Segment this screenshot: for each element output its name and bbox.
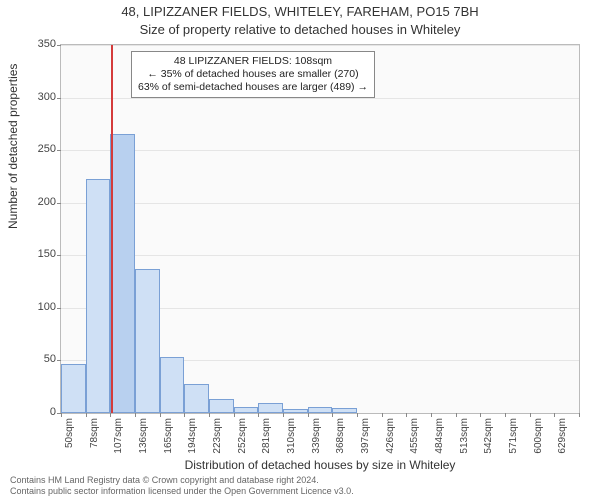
ytick-mark xyxy=(57,255,61,256)
xtick-mark xyxy=(456,413,457,417)
histogram-bar xyxy=(110,134,135,413)
histogram-bar xyxy=(184,384,209,413)
histogram-bar xyxy=(135,269,160,413)
annotation-line-1: 48 LIPIZZANER FIELDS: 108sqm xyxy=(138,55,368,68)
ytick-label: 50 xyxy=(16,353,56,365)
annotation-line-2: ← 35% of detached houses are smaller (27… xyxy=(138,68,368,81)
footer-line-2: Contains public sector information licen… xyxy=(10,486,354,497)
xtick-mark xyxy=(110,413,111,417)
xtick-label: 571sqm xyxy=(508,418,519,458)
xtick-label: 50sqm xyxy=(64,418,75,458)
ytick-label: 100 xyxy=(16,301,56,313)
attribution-footer: Contains HM Land Registry data © Crown c… xyxy=(10,475,354,497)
xtick-mark xyxy=(579,413,580,417)
histogram-bar xyxy=(209,399,234,413)
xtick-label: 368sqm xyxy=(335,418,346,458)
chart-title-address: 48, LIPIZZANER FIELDS, WHITELEY, FAREHAM… xyxy=(0,4,600,19)
ytick-label: 0 xyxy=(16,406,56,418)
ytick-mark xyxy=(57,98,61,99)
ytick-label: 300 xyxy=(16,91,56,103)
histogram-bar xyxy=(61,364,86,413)
xtick-label: 600sqm xyxy=(533,418,544,458)
histogram-bar xyxy=(308,407,333,413)
ytick-mark xyxy=(57,45,61,46)
gridline xyxy=(61,45,579,46)
xtick-label: 281sqm xyxy=(261,418,272,458)
xtick-mark xyxy=(505,413,506,417)
xtick-label: 426sqm xyxy=(385,418,396,458)
histogram-bar xyxy=(258,403,283,414)
x-axis-label: Distribution of detached houses by size … xyxy=(60,458,580,472)
xtick-label: 339sqm xyxy=(311,418,322,458)
histogram-bar xyxy=(234,407,259,413)
xtick-label: 107sqm xyxy=(113,418,124,458)
gridline xyxy=(61,255,579,256)
xtick-label: 78sqm xyxy=(89,418,100,458)
xtick-label: 252sqm xyxy=(237,418,248,458)
ytick-label: 200 xyxy=(16,196,56,208)
annotation-line-3: 63% of semi-detached houses are larger (… xyxy=(138,81,368,94)
xtick-label: 223sqm xyxy=(212,418,223,458)
gridline xyxy=(61,150,579,151)
histogram-bar xyxy=(332,408,357,413)
xtick-mark xyxy=(431,413,432,417)
xtick-mark xyxy=(234,413,235,417)
ytick-label: 150 xyxy=(16,248,56,260)
footer-line-1: Contains HM Land Registry data © Crown c… xyxy=(10,475,354,486)
chart-container: { "header": { "line1": "48, LIPIZZANER F… xyxy=(0,0,600,500)
xtick-label: 194sqm xyxy=(187,418,198,458)
xtick-mark xyxy=(554,413,555,417)
gridline xyxy=(61,203,579,204)
xtick-mark xyxy=(357,413,358,417)
xtick-label: 397sqm xyxy=(360,418,371,458)
xtick-label: 513sqm xyxy=(459,418,470,458)
ytick-mark xyxy=(57,150,61,151)
xtick-label: 484sqm xyxy=(434,418,445,458)
ytick-mark xyxy=(57,203,61,204)
histogram-bar xyxy=(283,409,308,413)
xtick-label: 310sqm xyxy=(286,418,297,458)
ytick-mark xyxy=(57,360,61,361)
xtick-mark xyxy=(160,413,161,417)
xtick-mark xyxy=(135,413,136,417)
xtick-mark xyxy=(283,413,284,417)
xtick-mark xyxy=(61,413,62,417)
annotation-box: 48 LIPIZZANER FIELDS: 108sqm← 35% of det… xyxy=(131,51,375,98)
xtick-label: 629sqm xyxy=(557,418,568,458)
xtick-label: 136sqm xyxy=(138,418,149,458)
xtick-mark xyxy=(530,413,531,417)
xtick-mark xyxy=(382,413,383,417)
xtick-mark xyxy=(406,413,407,417)
histogram-bar xyxy=(160,357,185,413)
xtick-mark xyxy=(308,413,309,417)
xtick-mark xyxy=(209,413,210,417)
xtick-label: 165sqm xyxy=(163,418,174,458)
ytick-label: 250 xyxy=(16,143,56,155)
ytick-label: 350 xyxy=(16,38,56,50)
histogram-bar xyxy=(86,179,111,413)
chart-subtitle: Size of property relative to detached ho… xyxy=(0,22,600,37)
xtick-mark xyxy=(332,413,333,417)
xtick-mark xyxy=(86,413,87,417)
property-marker-line xyxy=(111,45,113,413)
xtick-mark xyxy=(258,413,259,417)
plot-area: 48 LIPIZZANER FIELDS: 108sqm← 35% of det… xyxy=(60,44,580,414)
xtick-label: 455sqm xyxy=(409,418,420,458)
ytick-mark xyxy=(57,308,61,309)
xtick-label: 542sqm xyxy=(483,418,494,458)
xtick-mark xyxy=(480,413,481,417)
xtick-mark xyxy=(184,413,185,417)
